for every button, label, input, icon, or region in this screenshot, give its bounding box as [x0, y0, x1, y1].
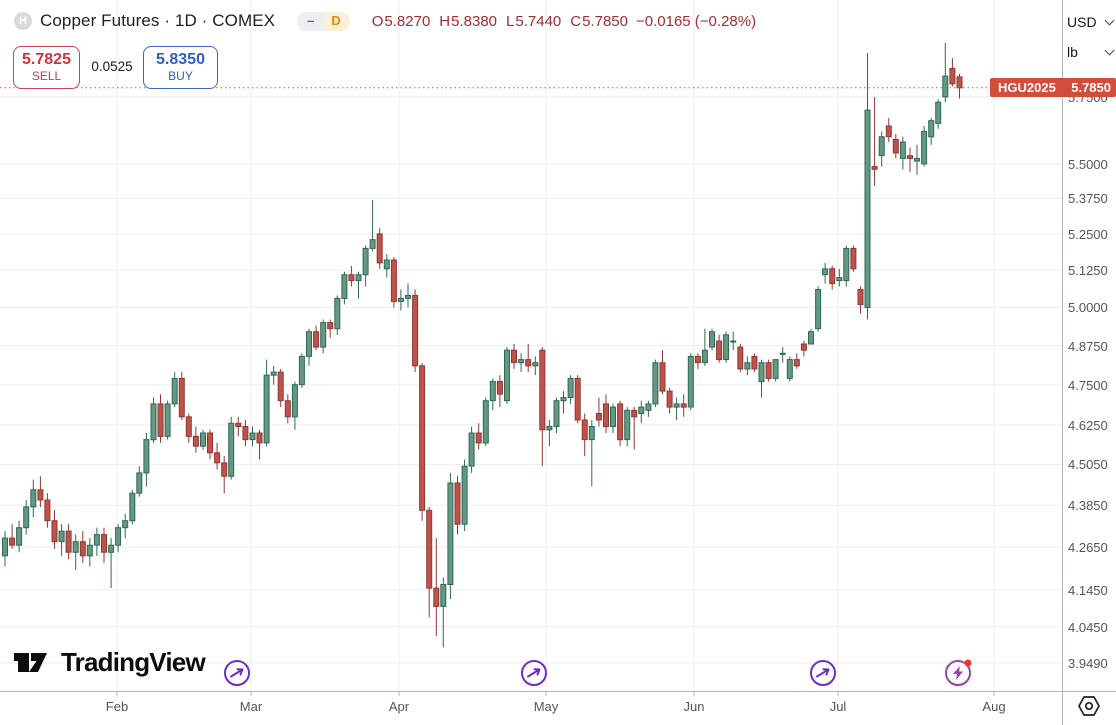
symbol-title[interactable]: Copper Futures · 1D · COMEX — [40, 11, 276, 30]
chevron-down-icon — [1104, 45, 1115, 56]
ohlc-c-value: C5.7850 — [570, 12, 628, 30]
price-axis-label: 5.0000 — [1068, 300, 1108, 316]
buy-price: 5.8350 — [156, 51, 205, 69]
price-axis-label: 4.3850 — [1068, 498, 1108, 514]
flash-event-icon[interactable] — [941, 656, 975, 690]
unit-label: lb — [1067, 44, 1078, 60]
price-change: −0.0165 (−0.28%) — [636, 12, 757, 30]
price-axis-label: 4.0450 — [1068, 619, 1108, 635]
time-axis-label-aug: Aug — [982, 699, 1006, 714]
price-axis-label: 5.2500 — [1068, 226, 1108, 242]
sell-label: SELL — [31, 68, 62, 83]
price-axis-label: 4.6250 — [1068, 417, 1108, 433]
currency-label: USD — [1067, 14, 1097, 30]
buy-label: BUY — [168, 68, 193, 83]
sell-price: 5.7825 — [22, 51, 71, 69]
price-axis-label: 5.5000 — [1068, 156, 1108, 172]
time-axis-label-mar: Mar — [239, 699, 263, 714]
price-axis-label: 3.9490 — [1068, 655, 1108, 671]
ohlc-h-value: H5.8380 — [439, 12, 498, 30]
tradingview-logo-icon — [14, 653, 47, 672]
contract-rollover-arrow-icon[interactable] — [220, 656, 254, 690]
time-axis-label-apr: Apr — [388, 699, 410, 714]
contract-rollover-arrow-icon[interactable] — [806, 656, 840, 690]
contract-rollover-arrow-icon[interactable] — [517, 656, 551, 690]
time-axis-label-may: May — [533, 699, 559, 714]
last-price-tag: HGU2025 5.7850 — [990, 78, 1116, 98]
ohlc-o-value: O5.8270 — [371, 12, 431, 30]
time-axis-label-feb: Feb — [105, 699, 129, 714]
symbol-logo-icon: H — [14, 12, 32, 30]
time-axis-label-jun: Jun — [683, 699, 705, 714]
tradingview-watermark[interactable]: TradingView — [14, 647, 206, 678]
interval-pill[interactable]: – D — [297, 11, 350, 31]
ohlc-l-value: L5.7440 — [506, 12, 562, 30]
interval-dash-icon: – — [297, 11, 324, 31]
ohlc-values: O5.8270 H5.8380 L5.7440 C5.7850 — [372, 13, 628, 30]
price-axis-label: 4.7500 — [1068, 377, 1108, 393]
interval-label: D — [323, 11, 350, 31]
currency-selector[interactable]: USD — [1067, 14, 1115, 30]
chart-header: H Copper Futures · 1D · COMEX – D O5.827… — [14, 11, 756, 31]
tradingview-wordmark: TradingView — [61, 647, 206, 677]
buy-button[interactable]: 5.8350 BUY — [143, 46, 218, 89]
price-axis-label: 5.1250 — [1068, 263, 1108, 279]
sell-button[interactable]: 5.7825 SELL — [13, 46, 80, 89]
last-price-value: 5.7850 — [1071, 80, 1111, 96]
price-axis-label: 4.1450 — [1068, 582, 1108, 598]
time-axis-label-jul: Jul — [829, 699, 847, 714]
price-axis-label: 5.3750 — [1068, 191, 1108, 207]
chevron-down-icon — [1104, 15, 1115, 26]
contract-label: HGU2025 — [998, 80, 1056, 96]
unit-selector[interactable]: lb — [1067, 44, 1115, 60]
price-axis-label: 4.5050 — [1068, 457, 1108, 473]
spread-value: 0.0525 — [91, 59, 133, 74]
axis-settings-hexagon-icon[interactable] — [1076, 694, 1102, 718]
price-axis-label: 4.2650 — [1068, 539, 1108, 555]
price-axis-label: 4.8750 — [1068, 338, 1108, 354]
